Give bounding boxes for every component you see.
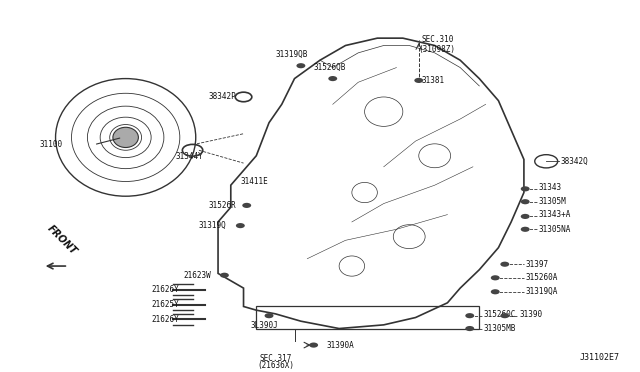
- Circle shape: [414, 78, 423, 83]
- Circle shape: [500, 262, 509, 267]
- Circle shape: [491, 275, 500, 280]
- Text: 31343: 31343: [539, 183, 562, 192]
- Circle shape: [328, 76, 337, 81]
- Text: SEC.317: SEC.317: [259, 354, 292, 363]
- Text: (31098Z): (31098Z): [419, 45, 456, 54]
- Circle shape: [465, 326, 474, 331]
- Text: 31305NA: 31305NA: [539, 225, 571, 234]
- Circle shape: [521, 214, 530, 219]
- Text: 31397: 31397: [526, 260, 549, 269]
- Circle shape: [264, 313, 273, 318]
- Text: 31319Q: 31319Q: [199, 221, 227, 230]
- Text: 21626Y: 21626Y: [151, 315, 179, 324]
- Text: 31305M: 31305M: [539, 197, 566, 206]
- Text: 31526R: 31526R: [209, 201, 236, 210]
- Text: 38342Q: 38342Q: [561, 157, 589, 166]
- Text: 31390A: 31390A: [326, 341, 354, 350]
- Circle shape: [521, 227, 530, 232]
- Text: 31319QB: 31319QB: [275, 50, 307, 59]
- Text: 3L390J: 3L390J: [251, 321, 278, 330]
- Text: 31526QB: 31526QB: [314, 63, 346, 72]
- Text: 21626Y: 21626Y: [151, 285, 179, 295]
- Text: (21636X): (21636X): [257, 361, 294, 370]
- Text: SEC.310: SEC.310: [422, 35, 454, 45]
- Text: 31390: 31390: [520, 310, 543, 319]
- Text: FRONT: FRONT: [45, 224, 79, 257]
- Text: 21623W: 21623W: [183, 271, 211, 280]
- Text: 315260A: 315260A: [526, 273, 558, 282]
- Text: 31411E: 31411E: [241, 177, 268, 186]
- Text: 31344Y: 31344Y: [175, 152, 204, 161]
- Circle shape: [465, 313, 474, 318]
- Circle shape: [309, 343, 318, 348]
- Text: 21625Y: 21625Y: [151, 300, 179, 309]
- Text: 31343+A: 31343+A: [539, 210, 571, 219]
- Circle shape: [521, 199, 530, 204]
- Text: 31100: 31100: [40, 140, 63, 149]
- Circle shape: [500, 313, 509, 318]
- Text: 315260C: 315260C: [484, 310, 516, 319]
- Circle shape: [491, 289, 500, 294]
- Text: 38342P: 38342P: [209, 93, 236, 102]
- Circle shape: [243, 203, 251, 208]
- Text: J31102E7: J31102E7: [579, 353, 620, 362]
- Ellipse shape: [113, 127, 138, 148]
- Circle shape: [220, 273, 229, 278]
- Text: 31319QA: 31319QA: [526, 286, 558, 295]
- Text: 31305MB: 31305MB: [484, 324, 516, 333]
- Text: 31381: 31381: [422, 76, 445, 85]
- Circle shape: [236, 223, 245, 228]
- Circle shape: [296, 63, 305, 68]
- Circle shape: [521, 186, 530, 192]
